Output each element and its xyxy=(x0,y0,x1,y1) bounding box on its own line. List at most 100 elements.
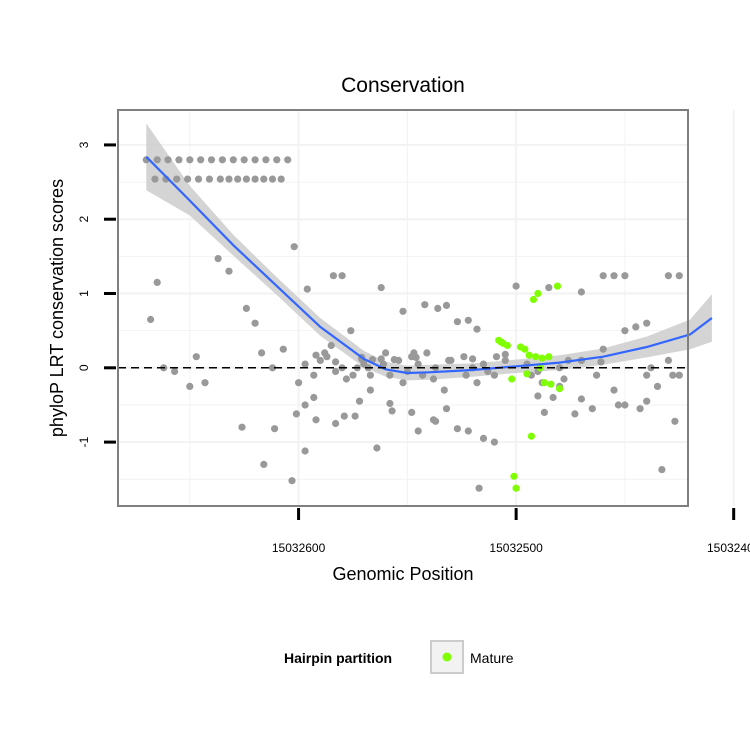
data-point-other xyxy=(238,423,246,431)
data-point-other xyxy=(312,416,320,424)
data-point-other xyxy=(501,350,509,358)
data-point-other xyxy=(268,364,277,372)
data-point-mature xyxy=(495,336,503,344)
data-point-other xyxy=(382,349,390,357)
data-point-other xyxy=(473,325,481,333)
data-point-other xyxy=(408,408,416,416)
data-point-other xyxy=(675,371,683,379)
data-point-other xyxy=(340,412,348,420)
data-point-other xyxy=(366,371,374,379)
data-point-mature xyxy=(534,289,542,298)
data-point-other xyxy=(351,412,359,420)
data-point-other xyxy=(577,288,586,296)
data-point-mature xyxy=(547,380,555,388)
data-point-other xyxy=(636,405,644,413)
data-point-other xyxy=(164,156,172,164)
legend: Hairpin partition Mature xyxy=(284,640,514,674)
data-point-other xyxy=(614,401,623,409)
legend-key-box xyxy=(430,640,464,674)
data-point-other xyxy=(288,477,296,485)
x-axis-title: Genomic Position xyxy=(332,564,473,584)
data-point-other xyxy=(147,315,155,324)
data-point-other xyxy=(332,419,340,428)
data-point-other xyxy=(588,405,596,413)
x-tick-label: 15032400 xyxy=(707,541,750,555)
data-point-other xyxy=(186,156,194,164)
data-point-mature xyxy=(525,351,533,359)
data-point-other xyxy=(464,427,472,435)
data-point-other xyxy=(490,371,498,379)
data-point-other xyxy=(571,410,579,418)
data-point-other xyxy=(462,371,470,379)
data-point-other xyxy=(184,175,192,183)
data-point-other xyxy=(469,355,477,363)
data-point-other xyxy=(332,367,340,376)
data-point-other xyxy=(671,417,679,425)
data-point-other xyxy=(303,285,311,293)
data-point-other xyxy=(423,349,431,357)
data-point-other xyxy=(377,284,385,292)
data-point-other xyxy=(534,392,542,400)
data-point-other xyxy=(373,444,381,452)
data-point-other xyxy=(214,255,222,263)
data-point-other xyxy=(327,341,335,350)
data-point-other xyxy=(260,175,268,183)
data-point-mature xyxy=(538,354,546,362)
data-point-other xyxy=(323,353,331,361)
data-point-other xyxy=(540,408,549,416)
data-point-other xyxy=(490,438,498,446)
data-point-other xyxy=(512,282,520,290)
y-tick-label: 1 xyxy=(77,290,91,297)
x-tick-label: 15032500 xyxy=(489,541,543,555)
data-point-other xyxy=(194,175,203,183)
data-point-other xyxy=(242,175,250,183)
data-point-other xyxy=(621,272,629,280)
data-point-other xyxy=(597,358,605,366)
data-point-other xyxy=(171,367,179,376)
y-tick-label: 0 xyxy=(77,364,91,371)
data-point-other xyxy=(675,272,683,280)
data-point-other xyxy=(460,353,468,361)
data-point-other xyxy=(284,156,292,164)
data-point-other xyxy=(310,371,318,379)
data-point-other xyxy=(577,395,586,403)
data-point-other xyxy=(153,156,161,164)
data-point-other xyxy=(216,175,224,183)
x-axis: 15032600 15032500 15032400 xyxy=(272,508,750,555)
data-point-other xyxy=(386,399,394,408)
data-point-other xyxy=(414,427,422,435)
data-point-other xyxy=(295,379,303,387)
data-point-mature xyxy=(545,353,553,361)
chart-title: Conservation xyxy=(341,74,465,97)
data-point-mature xyxy=(512,484,520,492)
data-point-other xyxy=(258,349,266,357)
data-point-other xyxy=(290,243,298,251)
confidence-ribbon xyxy=(146,123,712,381)
data-point-other xyxy=(207,156,216,164)
data-point-mature xyxy=(527,432,536,440)
data-point-other xyxy=(475,484,483,492)
data-point-other xyxy=(560,375,568,383)
data-point-other xyxy=(234,175,242,183)
data-point-other xyxy=(442,405,451,413)
data-point-other xyxy=(492,353,501,361)
data-point-other xyxy=(173,175,181,183)
data-point-other xyxy=(349,371,357,379)
data-point-other xyxy=(301,447,309,455)
y-tick-label: -1 xyxy=(77,436,91,447)
y-tick-label: 3 xyxy=(77,141,91,148)
data-point-other xyxy=(175,156,183,164)
data-point-other xyxy=(664,272,673,280)
y-tick-label: 2 xyxy=(77,216,91,223)
data-point-other xyxy=(388,407,396,415)
data-point-other xyxy=(621,327,629,335)
legend-title: Hairpin partition xyxy=(284,650,392,666)
data-point-other xyxy=(379,360,387,368)
data-point-other xyxy=(545,284,553,292)
data-point-other xyxy=(414,360,422,368)
data-point-other xyxy=(153,278,161,286)
smooth-fit-line xyxy=(145,156,713,375)
data-point-other xyxy=(610,272,618,280)
x-tick-label: 15032600 xyxy=(272,541,326,555)
data-point-other xyxy=(556,364,564,372)
